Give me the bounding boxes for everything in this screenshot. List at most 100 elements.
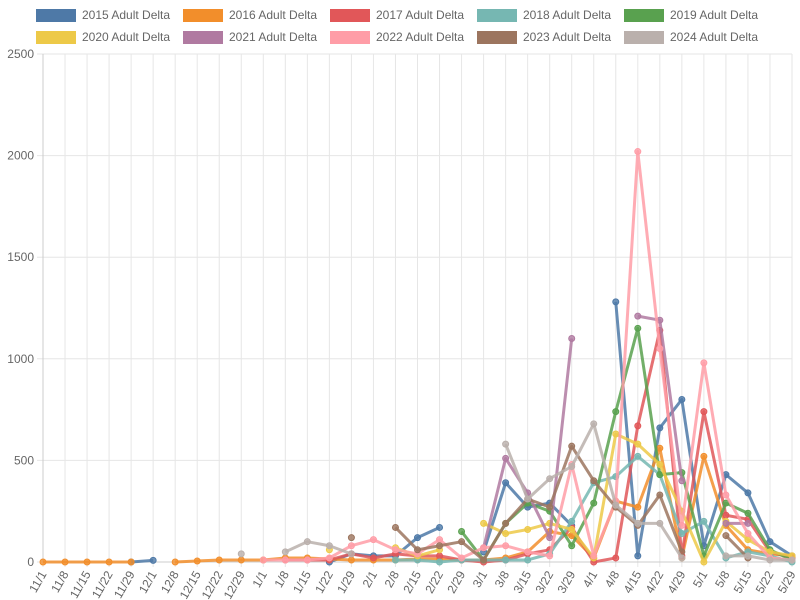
data-point[interactable] (656, 424, 664, 432)
legend-item[interactable]: 2022 Adult Delta (330, 30, 464, 44)
data-point[interactable] (656, 471, 664, 479)
data-point[interactable] (634, 503, 642, 511)
data-point[interactable] (678, 395, 686, 403)
data-point[interactable] (502, 542, 510, 550)
data-point[interactable] (193, 557, 201, 565)
data-point[interactable] (656, 460, 664, 468)
data-point[interactable] (391, 546, 399, 554)
data-point[interactable] (325, 554, 333, 562)
data-point[interactable] (347, 550, 355, 558)
data-point[interactable] (700, 408, 708, 416)
data-point[interactable] (502, 556, 510, 564)
data-point[interactable] (502, 519, 510, 527)
data-point[interactable] (568, 334, 576, 342)
data-point[interactable] (436, 542, 444, 550)
data-point[interactable] (458, 538, 466, 546)
legend-item[interactable]: 2024 Adult Delta (624, 30, 758, 44)
data-point[interactable] (744, 509, 752, 517)
data-point[interactable] (700, 558, 708, 566)
data-point[interactable] (612, 554, 620, 562)
data-point[interactable] (634, 440, 642, 448)
data-point[interactable] (634, 519, 642, 527)
data-point[interactable] (722, 491, 730, 499)
data-point[interactable] (612, 501, 620, 509)
data-point[interactable] (61, 558, 69, 566)
data-point[interactable] (568, 525, 576, 533)
data-point[interactable] (678, 530, 686, 538)
data-point[interactable] (458, 554, 466, 562)
data-point[interactable] (634, 312, 642, 320)
data-point[interactable] (656, 345, 664, 353)
data-point[interactable] (634, 148, 642, 156)
data-point[interactable] (347, 542, 355, 550)
data-point[interactable] (259, 556, 267, 564)
data-point[interactable] (39, 558, 47, 566)
data-point[interactable] (568, 442, 576, 450)
data-point[interactable] (656, 519, 664, 527)
data-point[interactable] (700, 452, 708, 460)
data-point[interactable] (722, 519, 730, 527)
data-point[interactable] (568, 517, 576, 525)
data-point[interactable] (215, 556, 223, 564)
legend-item[interactable]: 2019 Adult Delta (624, 8, 758, 22)
data-point[interactable] (634, 422, 642, 430)
data-point[interactable] (303, 556, 311, 564)
data-point[interactable] (678, 554, 686, 562)
data-point[interactable] (722, 532, 730, 540)
data-point[interactable] (502, 454, 510, 462)
data-point[interactable] (436, 536, 444, 544)
data-point[interactable] (347, 556, 355, 564)
data-point[interactable] (369, 536, 377, 544)
data-point[interactable] (237, 556, 245, 564)
data-point[interactable] (105, 558, 113, 566)
data-point[interactable] (590, 477, 598, 485)
data-point[interactable] (546, 552, 554, 560)
data-point[interactable] (590, 499, 598, 507)
data-point[interactable] (656, 444, 664, 452)
data-point[interactable] (678, 521, 686, 529)
data-point[interactable] (127, 558, 135, 566)
data-point[interactable] (369, 554, 377, 562)
data-point[interactable] (766, 556, 774, 564)
data-point[interactable] (744, 489, 752, 497)
data-point[interactable] (149, 556, 157, 564)
data-point[interactable] (436, 523, 444, 531)
data-point[interactable] (744, 530, 752, 538)
data-point[interactable] (590, 552, 598, 560)
data-point[interactable] (678, 477, 686, 485)
data-point[interactable] (788, 556, 796, 564)
data-point[interactable] (546, 475, 554, 483)
data-point[interactable] (524, 525, 532, 533)
legend-item[interactable]: 2017 Adult Delta (330, 8, 464, 22)
data-point[interactable] (590, 420, 598, 428)
data-point[interactable] (700, 359, 708, 367)
data-point[interactable] (480, 519, 488, 527)
data-point[interactable] (83, 558, 91, 566)
data-point[interactable] (634, 552, 642, 560)
data-point[interactable] (612, 408, 620, 416)
data-point[interactable] (612, 298, 620, 306)
data-point[interactable] (722, 511, 730, 519)
data-point[interactable] (568, 542, 576, 550)
data-point[interactable] (634, 324, 642, 332)
data-point[interactable] (744, 519, 752, 527)
data-point[interactable] (546, 534, 554, 542)
data-point[interactable] (171, 558, 179, 566)
data-point[interactable] (568, 463, 576, 470)
data-point[interactable] (524, 556, 532, 564)
data-point[interactable] (656, 491, 664, 499)
data-point[interactable] (414, 546, 421, 554)
data-point[interactable] (700, 517, 708, 525)
data-point[interactable] (612, 430, 620, 438)
data-point[interactable] (722, 552, 730, 560)
data-point[interactable] (237, 550, 245, 558)
data-point[interactable] (744, 552, 752, 560)
data-point[interactable] (414, 534, 421, 542)
legend-item[interactable]: 2018 Adult Delta (477, 8, 611, 22)
data-point[interactable] (502, 479, 510, 487)
data-point[interactable] (502, 440, 510, 448)
legend-item[interactable]: 2023 Adult Delta (477, 30, 611, 44)
data-point[interactable] (458, 528, 466, 536)
data-point[interactable] (766, 538, 774, 546)
data-point[interactable] (524, 548, 532, 556)
